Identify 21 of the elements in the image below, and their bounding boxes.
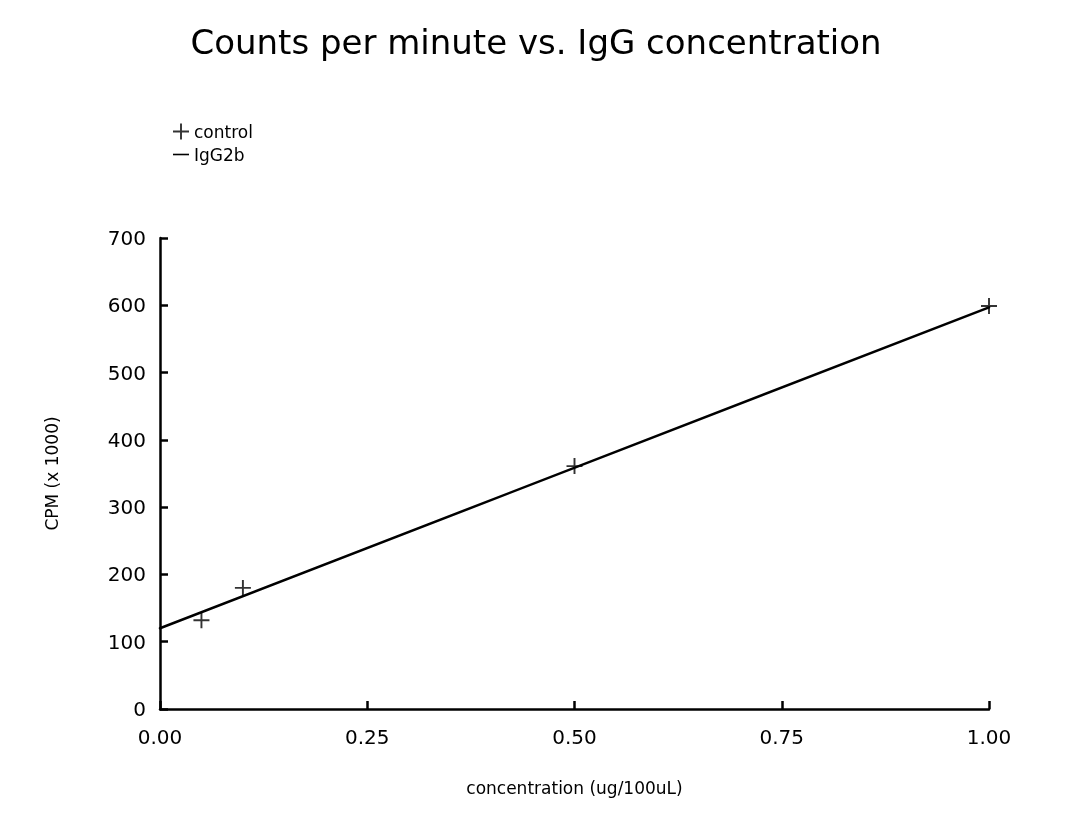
x-axis-title: concentration (ug/100uL) [466,777,683,798]
y-tick-label: 200 [107,562,146,587]
point [234,579,251,596]
y-tick-label: 0 [133,697,146,721]
y-tick-label: 400 [107,427,146,452]
point [981,297,997,314]
x-tick-label: 0.75 [759,725,805,749]
y-axis-title: CPM (x 1000) [41,416,62,531]
point [193,612,210,629]
x-tick-label: 0.50 [552,725,597,749]
legend-label: IgG2b [194,144,245,165]
x-tick-label: 0.25 [344,725,390,749]
y-tick-label: 700 [107,226,146,250]
y-tick-label: 300 [107,495,146,520]
legend-label: control [194,121,253,142]
y-tick-label: 100 [107,629,146,654]
x-tick-label: 1.00 [966,725,1012,749]
y-tick-label: 600 [107,293,146,318]
y-tick-label: 500 [107,360,146,385]
x-tick-label: 0.00 [137,725,183,749]
chart-title: Counts per minute vs. IgG concentration [190,22,882,62]
